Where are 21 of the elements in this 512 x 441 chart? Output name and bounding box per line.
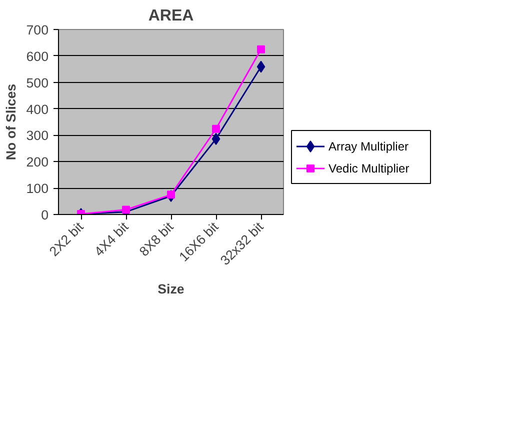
y-tick-label: 500 <box>26 75 49 90</box>
point <box>212 124 220 133</box>
point <box>256 60 266 73</box>
y-tick-label: 0 <box>41 208 49 222</box>
legend-label: Array Multiplier <box>328 140 409 154</box>
point <box>167 190 175 199</box>
chart-title: AREA <box>148 8 194 24</box>
y-tick-label: 700 <box>26 22 49 38</box>
x-tick-label: 8X8 bit <box>136 218 177 260</box>
y-tick-label: 400 <box>26 102 49 117</box>
legend-label: Vedic Multiplier <box>328 162 410 176</box>
point <box>212 132 220 145</box>
y-tick-label: 200 <box>26 154 49 170</box>
y-tick-label: 100 <box>26 181 49 196</box>
y-tick-label: 300 <box>26 128 49 144</box>
x-tick-label: 2X2 bit <box>46 218 87 260</box>
y-tick-label: 600 <box>26 48 49 64</box>
x-axis-title: Size <box>158 281 184 296</box>
x-tick-label: 4X4 bit <box>91 218 132 260</box>
y-axis-title: No of Slices <box>3 84 18 160</box>
point <box>257 45 265 54</box>
